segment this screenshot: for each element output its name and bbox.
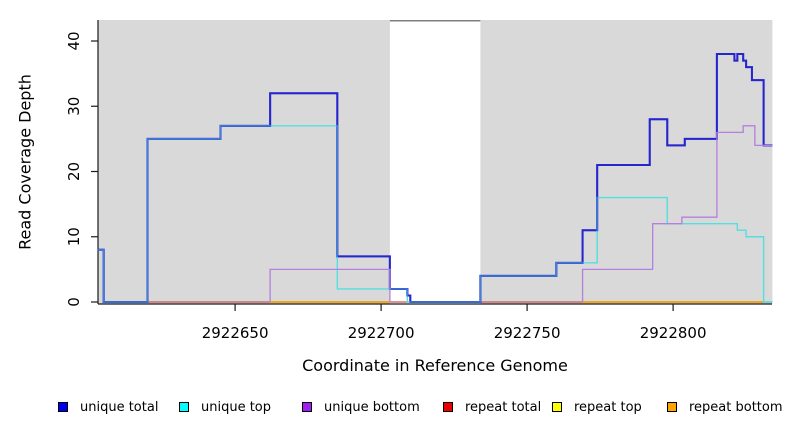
legend-label: unique bottom (324, 399, 420, 415)
legend-item-repeat-bottom: repeat bottom (667, 399, 783, 415)
x-tick-label: 2922800 (640, 324, 707, 342)
y-tick-label: 0 (65, 297, 83, 307)
legend-item-repeat-top: repeat top (552, 399, 642, 415)
legend-swatch-icon (179, 402, 189, 412)
legend-label: unique total (80, 399, 159, 415)
legend-label: repeat bottom (689, 399, 783, 415)
legend-swatch-icon (443, 402, 453, 412)
legend-swatch-icon (552, 402, 562, 412)
legend-label: repeat top (574, 399, 642, 415)
legend-swatch-icon (58, 402, 68, 412)
x-tick-label: 2922650 (202, 324, 269, 342)
y-tick-label: 40 (65, 31, 83, 50)
plot-panel (480, 20, 773, 304)
legend-item-unique-bottom: unique bottom (302, 399, 420, 415)
series-unique-bottom-line (269, 125, 773, 302)
legend-swatch-icon (667, 402, 677, 412)
x-tick-label: 2922700 (348, 324, 415, 342)
legend-item-unique-top: unique top (179, 399, 272, 415)
y-tick-label: 30 (65, 97, 83, 116)
y-tick-label: 10 (65, 227, 83, 246)
legend-item-repeat-total: repeat total (443, 399, 542, 415)
legend-label: repeat total (465, 399, 542, 415)
y-axis-title: Read Coverage Depth (15, 74, 35, 250)
legend-label: unique top (201, 399, 272, 415)
y-tick-label: 20 (65, 162, 83, 181)
legend-swatch-icon (302, 402, 312, 412)
x-axis-title: Coordinate in Reference Genome (302, 356, 568, 375)
plot-panel (97, 20, 390, 304)
x-tick-label: 2922750 (494, 324, 561, 342)
legend-item-unique-total: unique total (58, 399, 159, 415)
series-unique-total-line (97, 53, 773, 303)
